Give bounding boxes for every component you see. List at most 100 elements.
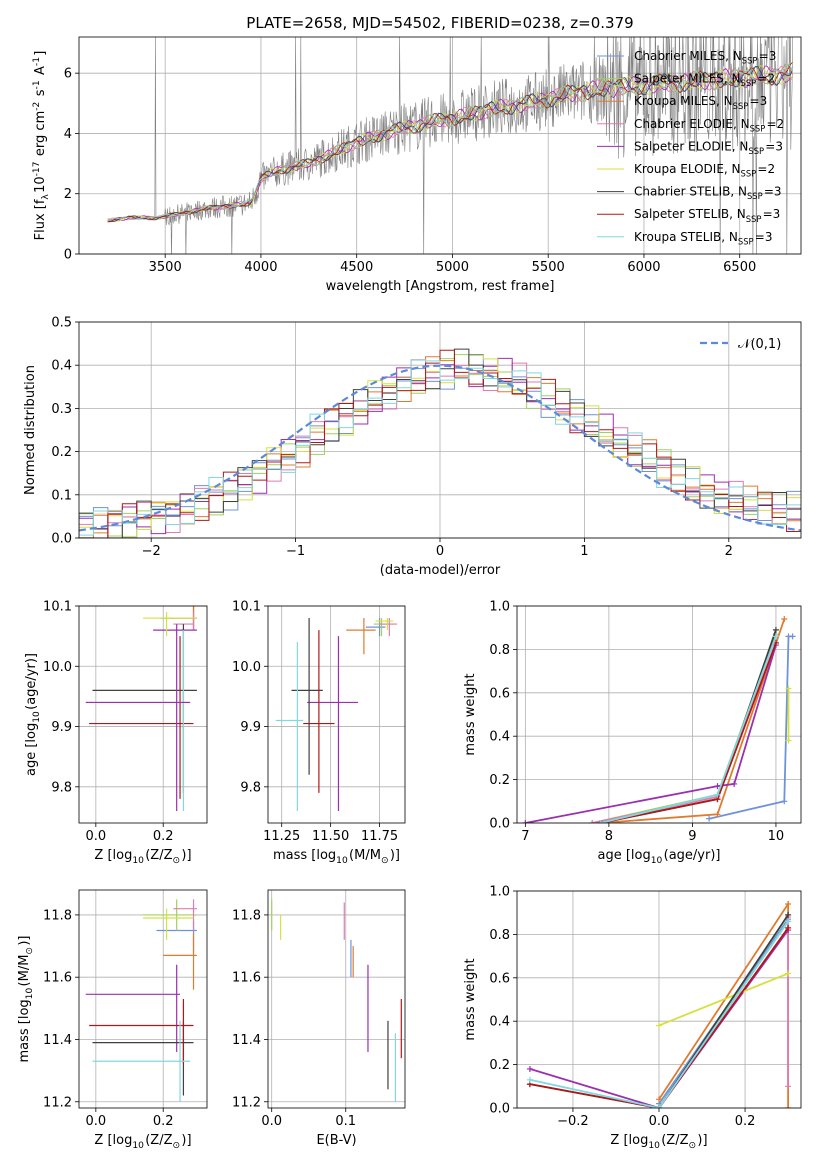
x-tick-label: −1 (286, 544, 305, 559)
y-tick-label: 6 (64, 67, 72, 82)
x-tick-label: 0.0 (649, 1114, 670, 1129)
data-point (656, 1022, 662, 1029)
data-point (597, 820, 604, 823)
y-tick-label: 10.0 (232, 660, 261, 675)
data-point (714, 811, 721, 818)
y-tick-label: 0.4 (51, 359, 72, 374)
legend-label: Kroupa ELODIE, NSSP =2 (634, 162, 775, 179)
data-point (706, 815, 713, 822)
x-tick-label: −0.2 (557, 1114, 589, 1129)
x-axis-label: wavelength [Angstrom, rest frame] (326, 279, 555, 294)
y-tick-label: 0.8 (489, 928, 510, 943)
data-point (785, 737, 792, 744)
grid (517, 605, 801, 824)
x-tick-label: −2 (142, 544, 161, 559)
y-tick-label: 0.0 (489, 817, 510, 832)
y-tick-label: 9.8 (240, 780, 261, 795)
axes-frame (267, 889, 406, 1109)
y-tick-label: 11.6 (43, 971, 72, 986)
x-tick-label: 1 (580, 544, 588, 559)
plot-area (522, 616, 796, 823)
data-point (522, 820, 529, 823)
series-line-salpeter_miles (592, 633, 777, 823)
data-point (589, 820, 596, 823)
data-point (731, 780, 738, 787)
axes-frame (267, 605, 406, 824)
legend-label: 𝒩(0,1) (738, 337, 781, 352)
plot-area (526, 901, 792, 1108)
x-axis-label: Z [log10 (Z/Z⊙ )] (94, 1133, 191, 1151)
data-point (526, 1076, 533, 1083)
y-tick-label: 9.9 (240, 720, 261, 735)
x-tick-label: 6500 (723, 260, 756, 275)
x-tick-label: 6000 (627, 260, 660, 275)
x-tick-label: 0.2 (153, 1114, 174, 1129)
series-line-kroupa_elodie (658, 972, 789, 1027)
data-point (656, 1105, 662, 1108)
x-tick-label: 11.25 (263, 829, 300, 844)
data-point (714, 783, 721, 790)
axes-frame (78, 321, 802, 539)
x-tick-label: 11.50 (312, 829, 349, 844)
data-point (772, 633, 779, 640)
y-tick-label: 0.3 (51, 402, 72, 417)
axes-frame (516, 890, 802, 1109)
y-tick-label: 0.4 (489, 730, 510, 745)
panel-spectrum: 3500 4000 4500 5000 5500 6000 6500 0 2 4 6 waveleng… (32, 36, 802, 294)
y-tick-label: 11.8 (232, 908, 261, 923)
y-tick-label: 1.0 (489, 600, 510, 615)
y-tick-label: 11.2 (232, 1095, 261, 1110)
plot-area (271, 899, 402, 1102)
y-axis-label: mass weight (463, 958, 478, 1040)
x-axis-label: age [log10 (age/yr)] (598, 848, 721, 866)
legend-label: Salpeter ELODIE, NSSP =3 (634, 139, 783, 156)
x-tick-label: 0.2 (735, 1114, 756, 1129)
panel-mass-vs-metallicity: 0.0 0.2 11.2 11.4 11.6 11.8 Z [log10 (Z/Z⊙ )] m… (17, 889, 208, 1151)
panel-residual-distribution: −2 −1 0 1 2 0.0 0.1 0.2 0.3 0.4 0.5 (data-model)/er… (23, 316, 802, 578)
x-tick-label: 3500 (149, 260, 182, 275)
y-tick-label: 1.0 (489, 885, 510, 900)
x-tick-label: 0.0 (85, 829, 106, 844)
panel-age-vs-mass: 11.25 11.50 11.75 9.8 9.9 10.0 10.1 mass [log10… (232, 600, 406, 866)
x-tick-label: 0.0 (85, 1114, 106, 1129)
y-tick-label: 4 (64, 127, 72, 142)
y-tick-label: 0.0 (489, 1102, 510, 1117)
y-tick-label: 0 (64, 248, 72, 263)
histogram-kroupa_stelib (79, 359, 801, 538)
grid (79, 890, 207, 1108)
data-point (785, 911, 792, 918)
axes-frame (78, 889, 208, 1109)
axes-frame (78, 36, 802, 255)
x-axis-label: (data-model)/error (380, 563, 501, 578)
legend-label: Kroupa STELIB, NSSP =3 (634, 230, 772, 247)
y-axis-label: mass weight (463, 673, 478, 755)
data-point (785, 1083, 792, 1090)
y-tick-label: 0.8 (489, 643, 510, 658)
data-point (785, 1105, 792, 1108)
gaussian-curve (79, 364, 801, 532)
data-point (789, 633, 796, 640)
legend-label: Salpeter STELIB, NSSP =3 (634, 207, 780, 224)
legend: Chabrier MILES, NSSP =3 Salpeter MILES, N… (597, 49, 784, 246)
y-tick-label: 0.0 (51, 532, 72, 547)
legend-label: Chabrier STELIB, NSSP =3 (634, 185, 782, 202)
data-point (785, 901, 792, 908)
grid (79, 37, 801, 255)
plot-area (85, 899, 197, 1102)
x-tick-label: 7 (521, 829, 529, 844)
series-line-chabrier_stelib (600, 629, 777, 823)
axes-frame (516, 605, 802, 824)
grid (79, 605, 207, 823)
y-tick-label: 0.2 (489, 1058, 510, 1073)
model-line-salpeter_stelib (107, 62, 793, 223)
legend-label: Chabrier MILES, NSSP =3 (634, 49, 776, 66)
data-point (785, 685, 792, 692)
series-line-salpeter_elodie (525, 644, 777, 823)
data-point (781, 616, 788, 623)
x-tick-label: 10 (768, 829, 785, 844)
x-tick-label: 8 (605, 829, 613, 844)
y-tick-label: 0.4 (489, 1015, 510, 1030)
y-tick-label: 11.8 (43, 908, 72, 923)
y-tick-label: 10.0 (43, 660, 72, 675)
legend-label: Kroupa MILES, NSSP =3 (634, 94, 767, 111)
